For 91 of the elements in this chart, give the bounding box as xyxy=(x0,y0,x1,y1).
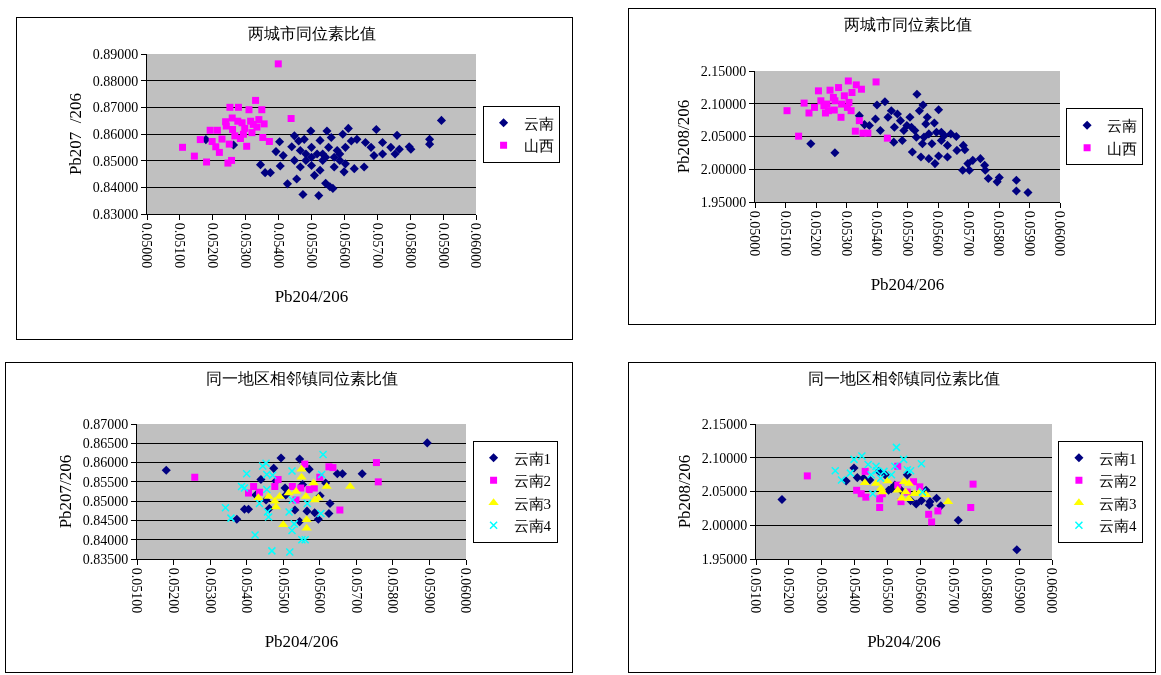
x-tick-label: 0.05400 xyxy=(271,222,287,269)
x-tick-label: 0.05300 xyxy=(202,567,218,614)
x-tick-label: 0.05900 xyxy=(435,222,451,269)
x-tick-label: 0.05800 xyxy=(385,567,401,614)
x-tick-label: 0.06000 xyxy=(458,567,474,614)
x-tick-label: 0.05400 xyxy=(239,567,255,614)
x-tick-label: 0.05300 xyxy=(814,567,830,614)
y-axis-title: Pb207 /206 xyxy=(66,92,86,176)
x-axis-title: Pb204/206 xyxy=(870,274,945,294)
x-tick-label: 0.05800 xyxy=(978,567,994,614)
x-tick-label: 0.05900 xyxy=(421,567,437,614)
y-tick-label: 2.10000 xyxy=(700,96,747,112)
legend-label: 云南1 xyxy=(1098,450,1137,467)
x-tick-label: 0.05800 xyxy=(402,222,418,269)
x-tick-label: 0.05500 xyxy=(880,567,896,614)
y-tick-label: 0.87000 xyxy=(92,100,139,116)
chart-title: 两城市同位素比值 xyxy=(843,16,972,34)
y-tick-label: 2.15000 xyxy=(701,416,748,432)
x-axis-title: Pb204/206 xyxy=(264,631,339,651)
x-tick-label: 0.06000 xyxy=(1044,567,1060,614)
x-tick-label: 0.05200 xyxy=(808,210,824,257)
y-tick-label: 0.84000 xyxy=(92,180,139,196)
x-tick-label: 0.05200 xyxy=(166,567,182,614)
legend-label: 山西 xyxy=(1107,140,1138,157)
y-axis-title: Pb207/206 xyxy=(56,454,76,529)
y-tick-label: 0.88000 xyxy=(92,73,139,89)
y-tick-label: 2.00000 xyxy=(701,518,748,534)
legend-label: 云南2 xyxy=(513,473,552,490)
x-tick-label: 0.05600 xyxy=(912,567,928,614)
x-axis-title: Pb204/206 xyxy=(867,631,941,651)
x-tick-label: 0.05900 xyxy=(1011,567,1027,614)
x-tick-label: 0.05700 xyxy=(960,210,976,257)
legend-label: 云南3 xyxy=(513,495,552,512)
legend-label: 云南1 xyxy=(513,450,552,467)
x-tick-label: 0.05100 xyxy=(748,567,764,614)
y-tick-label: 0.85500 xyxy=(82,474,129,490)
x-tick-label: 0.05500 xyxy=(275,567,291,614)
y-tick-label: 1.95000 xyxy=(700,194,747,210)
y-axis-title: Pb208/206 xyxy=(675,454,695,529)
y-tick-label: 2.05000 xyxy=(700,129,747,145)
y-tick-label: 0.86000 xyxy=(82,455,129,471)
legend-label: 山西 xyxy=(523,138,554,155)
x-tick-label: 0.05600 xyxy=(336,222,352,269)
y-tick-label: 0.87000 xyxy=(82,416,129,432)
x-tick-label: 0.05200 xyxy=(781,567,797,614)
legend-label: 云南 xyxy=(1107,118,1138,135)
chart-title: 同一地区相邻镇同位素比值 xyxy=(205,370,398,388)
x-tick-label: 0.06000 xyxy=(468,222,484,269)
x-tick-label: 0.05600 xyxy=(312,567,328,614)
x-tick-label: 0.05100 xyxy=(172,222,188,269)
x-tick-label: 0.05000 xyxy=(747,210,763,257)
x-tick-label: 0.05500 xyxy=(303,222,319,269)
x-tick-label: 0.05900 xyxy=(1021,210,1037,257)
x-tick-label: 0.05700 xyxy=(369,222,385,269)
x-tick-label: 0.05000 xyxy=(139,222,155,269)
x-axis-title: Pb204/206 xyxy=(274,286,349,306)
x-tick-label: 0.05600 xyxy=(930,210,946,257)
y-tick-label: 0.86500 xyxy=(82,436,129,452)
chart-title: 同一地区相邻镇同位素比值 xyxy=(808,370,1000,388)
y-axis-title: Pb208/206 xyxy=(674,99,694,174)
x-tick-label: 0.05800 xyxy=(991,210,1007,257)
x-tick-label: 0.05700 xyxy=(348,567,364,614)
x-tick-label: 0.05200 xyxy=(205,222,221,269)
y-tick-label: 2.05000 xyxy=(701,484,748,500)
y-tick-label: 1.95000 xyxy=(701,551,748,567)
x-tick-label: 0.05400 xyxy=(847,567,863,614)
y-tick-label: 2.10000 xyxy=(701,450,748,466)
x-tick-label: 0.05300 xyxy=(238,222,254,269)
y-tick-label: 0.89000 xyxy=(92,46,139,62)
y-tick-label: 0.86000 xyxy=(92,126,139,142)
x-tick-label: 0.05100 xyxy=(777,210,793,257)
legend-label: 云南 xyxy=(523,115,554,132)
legend-label: 云南2 xyxy=(1098,473,1137,490)
x-tick-label: 0.05300 xyxy=(838,210,854,257)
legend-label: 云南3 xyxy=(1098,495,1137,512)
y-tick-label: 0.84000 xyxy=(82,532,129,548)
x-tick-label: 0.05700 xyxy=(945,567,961,614)
y-tick-label: 2.15000 xyxy=(700,63,747,79)
legend-label: 云南4 xyxy=(1098,518,1137,535)
x-tick-label: 0.05100 xyxy=(129,567,145,614)
x-tick-label: 0.05400 xyxy=(869,210,885,257)
y-tick-label: 0.84500 xyxy=(82,513,129,529)
x-tick-label: 0.06000 xyxy=(1052,210,1068,257)
y-tick-label: 2.00000 xyxy=(700,162,747,178)
y-tick-label: 0.85000 xyxy=(92,153,139,169)
legend-label: 云南4 xyxy=(513,518,552,535)
y-tick-label: 0.83500 xyxy=(82,551,129,567)
y-tick-label: 0.85000 xyxy=(82,494,129,510)
y-tick-label: 0.83000 xyxy=(92,206,139,222)
x-tick-label: 0.05500 xyxy=(899,210,915,257)
chart-title: 两城市同位素比值 xyxy=(247,25,376,43)
